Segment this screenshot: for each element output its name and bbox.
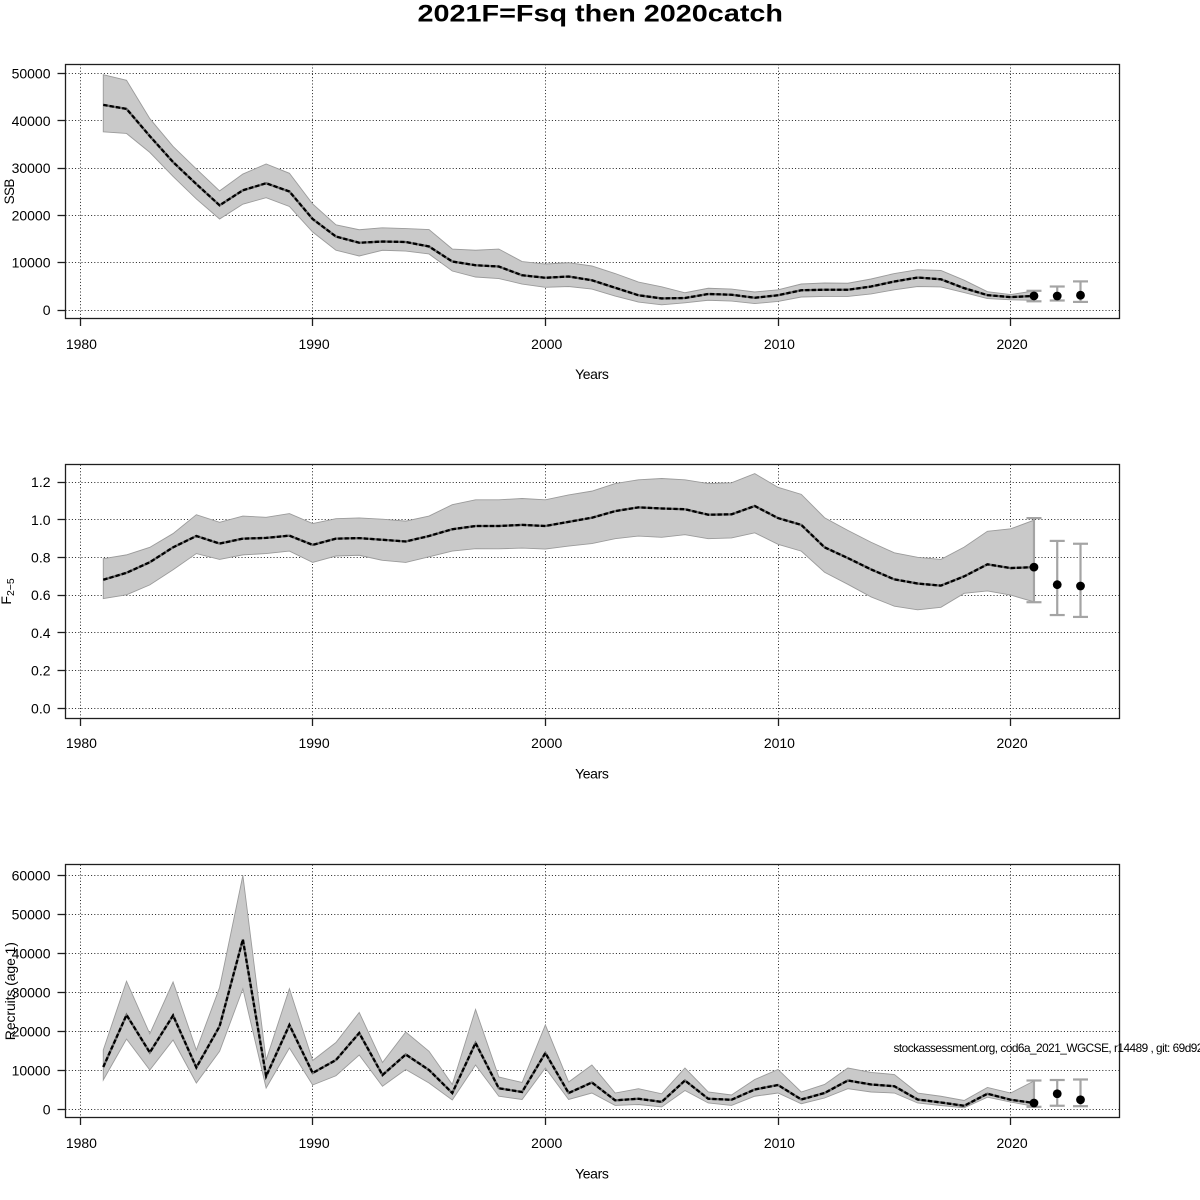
svg-text:0: 0	[43, 302, 51, 318]
svg-text:Years: Years	[575, 766, 609, 782]
svg-text:1.2: 1.2	[31, 474, 51, 490]
svg-text:0.2: 0.2	[31, 663, 51, 679]
svg-text:2000: 2000	[531, 336, 562, 352]
svg-text:1990: 1990	[298, 735, 329, 751]
svg-text:2020: 2020	[997, 1135, 1028, 1151]
svg-text:Years: Years	[575, 1165, 609, 1181]
svg-text:0.8: 0.8	[31, 550, 51, 566]
svg-text:1980: 1980	[66, 735, 97, 751]
svg-text:Recruits (age 1): Recruits (age 1)	[2, 942, 18, 1040]
svg-text:50000: 50000	[12, 66, 51, 82]
svg-text:stockassessment.org, cod6a_202: stockassessment.org, cod6a_2021_WGCSE, r…	[894, 1041, 1200, 1055]
svg-text:1980: 1980	[66, 336, 97, 352]
svg-text:Years: Years	[575, 366, 609, 382]
svg-text:1990: 1990	[298, 336, 329, 352]
svg-text:F2−5: F2−5	[0, 578, 17, 605]
svg-text:2020: 2020	[997, 336, 1028, 352]
svg-text:0.6: 0.6	[31, 587, 51, 603]
svg-text:10000: 10000	[12, 1062, 51, 1078]
svg-text:30000: 30000	[12, 160, 51, 176]
svg-text:2010: 2010	[764, 735, 795, 751]
svg-text:0.4: 0.4	[31, 625, 51, 641]
svg-text:2021F=Fsq then 2020catch: 2021F=Fsq then 2020catch	[418, 1, 784, 28]
svg-text:0.0: 0.0	[31, 700, 51, 716]
svg-text:1980: 1980	[66, 1135, 97, 1151]
svg-text:40000: 40000	[12, 945, 51, 961]
svg-text:30000: 30000	[12, 984, 51, 1000]
svg-text:60000: 60000	[12, 868, 51, 884]
svg-text:20000: 20000	[12, 1023, 51, 1039]
svg-text:1990: 1990	[298, 1135, 329, 1151]
svg-text:0: 0	[43, 1101, 51, 1117]
svg-text:2020: 2020	[997, 735, 1028, 751]
svg-text:20000: 20000	[12, 207, 51, 223]
svg-text:2010: 2010	[764, 1135, 795, 1151]
svg-text:2000: 2000	[531, 1135, 562, 1151]
svg-text:2010: 2010	[764, 336, 795, 352]
svg-text:10000: 10000	[12, 255, 51, 271]
svg-text:2000: 2000	[531, 735, 562, 751]
svg-text:SSB: SSB	[2, 179, 17, 205]
svg-text:40000: 40000	[12, 113, 51, 129]
svg-text:50000: 50000	[12, 907, 51, 923]
svg-text:1.0: 1.0	[31, 512, 51, 528]
